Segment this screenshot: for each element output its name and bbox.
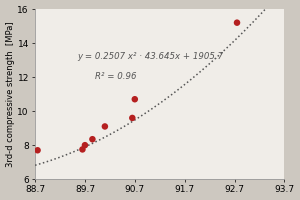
Point xyxy=(82,144,87,147)
Text: R² = 0.96: R² = 0.96 xyxy=(95,72,136,81)
Y-axis label: 3rd-d compressive strength  [MPa]: 3rd-d compressive strength [MPa] xyxy=(6,21,15,167)
Text: y = 0.2507 x² · 43.645x + 1905.7: y = 0.2507 x² · 43.645x + 1905.7 xyxy=(77,52,224,61)
Point xyxy=(103,125,107,128)
Point xyxy=(80,148,85,151)
Point xyxy=(90,138,95,141)
Point xyxy=(235,21,239,24)
Point xyxy=(132,98,137,101)
Point xyxy=(35,149,40,152)
Point xyxy=(130,116,135,120)
